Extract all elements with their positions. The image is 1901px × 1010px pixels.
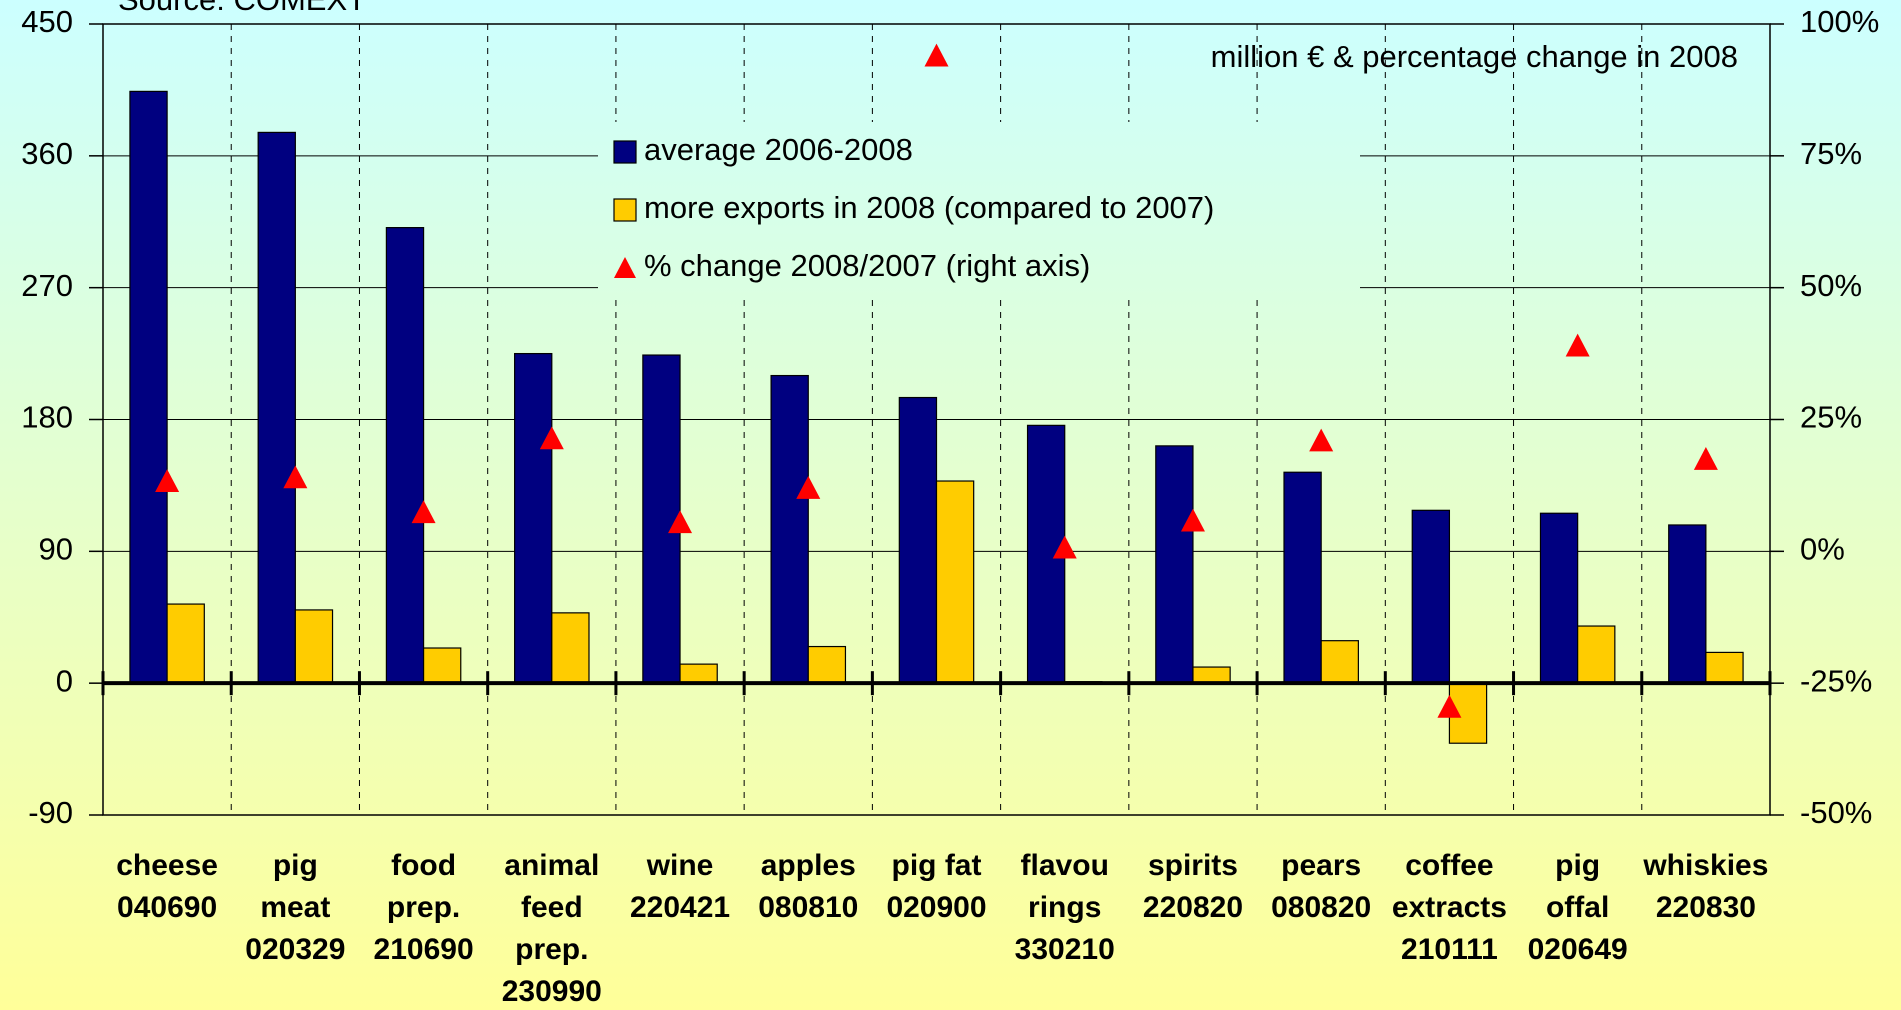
- bar: [1283, 471, 1322, 684]
- x-tick-label: spirits 220820: [1143, 849, 1243, 924]
- bar: [1577, 625, 1616, 684]
- x-tick-label: pig offal 020649: [1528, 849, 1628, 966]
- bar: [898, 396, 938, 684]
- bar: [385, 227, 425, 684]
- triangle-marker: [155, 469, 180, 492]
- triangle-marker: [411, 500, 436, 524]
- bar: [1539, 512, 1579, 684]
- legend-box: [598, 122, 1360, 296]
- x-tick-label: animal feed prep. 230990: [502, 849, 602, 1008]
- triangle-marker: [1309, 428, 1334, 452]
- bar: [422, 647, 462, 684]
- bar: [1705, 651, 1744, 684]
- x-tick-label: cheese 040690: [116, 849, 218, 924]
- y-tick-label: 180: [21, 400, 73, 435]
- bar: [770, 374, 809, 684]
- bar: [166, 603, 205, 684]
- triangle-marker: [668, 510, 693, 534]
- y-tick-label: 450: [21, 4, 73, 39]
- y2-tick-label: 100%: [1800, 4, 1879, 39]
- y-tick-label: 0: [56, 663, 73, 698]
- bar: [935, 480, 975, 684]
- triangle-marker: [1437, 694, 1462, 718]
- bar: [129, 90, 168, 684]
- bar: [551, 612, 590, 684]
- x-tick-label: whiskies 220830: [1642, 849, 1768, 924]
- bar: [679, 663, 718, 684]
- x-tick-label: flavou rings 330210: [1015, 849, 1115, 966]
- triangle-marker: [924, 43, 949, 67]
- y-tick-label: 90: [39, 532, 73, 567]
- bar: [514, 352, 553, 684]
- legend-label: average 2006-2008: [644, 132, 913, 167]
- y2-tick-label: -50%: [1800, 795, 1872, 830]
- triangle-marker: [1693, 447, 1718, 470]
- y2-tick-label: 0%: [1800, 532, 1845, 567]
- triangle-marker: [796, 476, 821, 499]
- triangle-marker: [283, 465, 308, 489]
- bar: [1320, 640, 1359, 684]
- triangle-marker: [1565, 333, 1590, 357]
- x-tick-label: coffee extracts 210111: [1392, 849, 1507, 966]
- legend-swatch: [613, 140, 637, 164]
- chart-title: Source: COMEXT: [118, 0, 366, 17]
- x-tick-label: apples 080810: [758, 849, 858, 924]
- legend-marker: [614, 257, 636, 278]
- bar: [1155, 445, 1194, 684]
- bar: [1668, 524, 1707, 684]
- legend-label: % change 2008/2007 (right axis): [644, 248, 1090, 283]
- x-tick-label: pig fat 020900: [886, 849, 986, 924]
- y-tick-label: -90: [28, 795, 73, 830]
- x-tick-label: pig meat 020329: [245, 849, 345, 966]
- y-tick-label: 360: [21, 136, 73, 171]
- bar: [1411, 509, 1451, 684]
- triangle-marker: [539, 426, 564, 450]
- y-tick-label: 270: [21, 268, 73, 303]
- bar: [294, 609, 334, 684]
- x-tick-label: food prep. 210690: [374, 849, 474, 966]
- legend-label: more exports in 2008 (compared to 2007): [644, 190, 1214, 225]
- x-tick-label: wine 220421: [630, 849, 730, 924]
- annotation: million € & percentage change in 2008: [1211, 39, 1738, 74]
- bar: [1192, 666, 1231, 684]
- bar: [642, 354, 681, 684]
- y2-tick-label: 25%: [1800, 400, 1862, 435]
- bar: [257, 131, 296, 684]
- triangle-marker: [1052, 535, 1077, 559]
- y2-tick-label: -25%: [1800, 663, 1872, 698]
- y2-tick-label: 50%: [1800, 268, 1862, 303]
- y2-tick-label: 75%: [1800, 136, 1862, 171]
- bar: [807, 645, 847, 684]
- triangle-marker: [1180, 508, 1205, 532]
- legend-swatch: [613, 198, 637, 222]
- x-tick-label: pears 080820: [1271, 849, 1371, 924]
